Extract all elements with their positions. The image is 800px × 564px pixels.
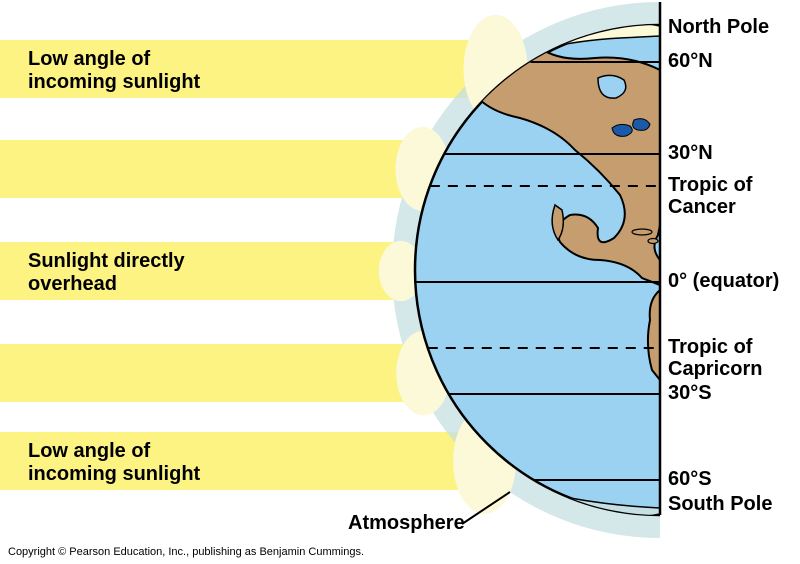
lat-label-equator: 0° (equator) [668, 270, 779, 292]
sunlight-angle-diagram: Low angle ofincoming sunlight Sunlight di… [0, 0, 800, 564]
lat-label-sixty_s: 60°S [668, 468, 712, 490]
sun-band-label-middle: Sunlight directlyoverhead [28, 250, 185, 296]
sun-band-lower [0, 344, 419, 402]
great-lakes-1 [612, 124, 632, 136]
lat-label-north_pole: North Pole [668, 16, 769, 38]
cuba [632, 229, 652, 235]
lat-label-thirty_n: 30°N [668, 142, 713, 164]
lat-label-south_pole: South Pole [668, 493, 772, 515]
atmosphere-label: Atmosphere [348, 512, 465, 535]
hispaniola [648, 239, 658, 244]
sun-band-label-top: Low angle ofincoming sunlight [28, 48, 200, 94]
sun-band-label-bottom: Low angle ofincoming sunlight [28, 440, 200, 486]
sun-band-upper [0, 140, 418, 198]
lat-label-tropic_capricorn: Tropic ofCapricorn [668, 336, 762, 380]
lat-label-thirty_s: 30°S [668, 382, 712, 404]
lat-label-tropic_cancer: Tropic ofCancer [668, 174, 752, 218]
lat-label-sixty_n: 60°N [668, 50, 713, 72]
copyright-text: Copyright © Pearson Education, Inc., pub… [8, 546, 364, 558]
